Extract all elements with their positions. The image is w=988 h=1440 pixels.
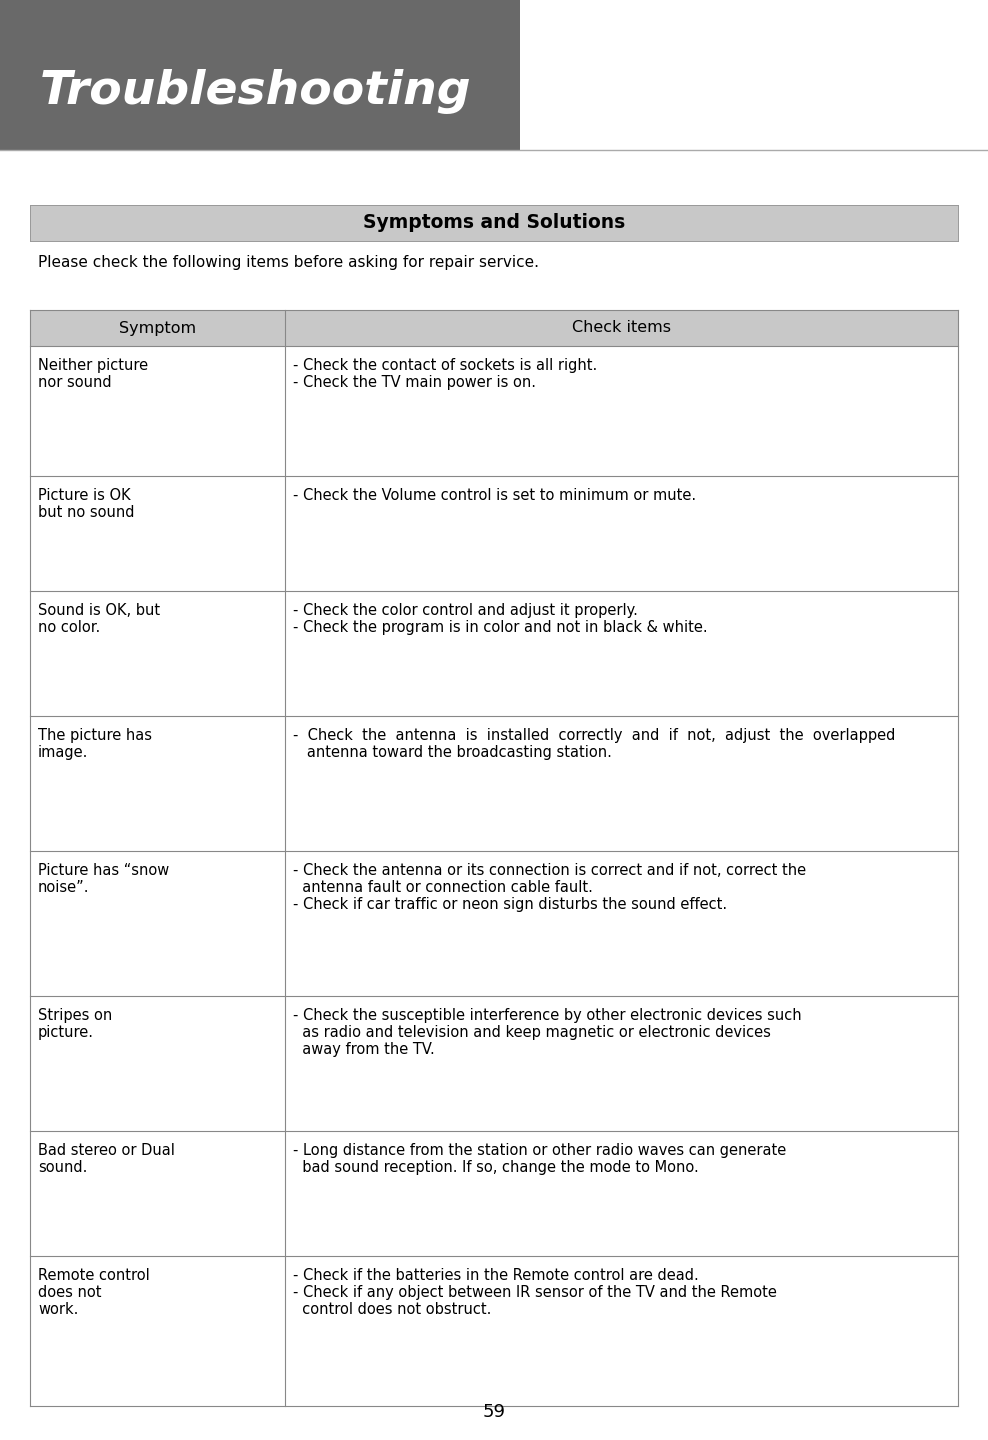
Text: Picture is OK: Picture is OK	[38, 488, 130, 503]
Text: Check items: Check items	[572, 321, 671, 336]
Text: - Check the color control and adjust it properly.: - Check the color control and adjust it …	[293, 603, 638, 618]
Text: Picture has “snow: Picture has “snow	[38, 863, 169, 878]
Text: as radio and television and keep magnetic or electronic devices: as radio and television and keep magneti…	[293, 1025, 771, 1040]
Text: - Check if car traffic or neon sign disturbs the sound effect.: - Check if car traffic or neon sign dist…	[293, 897, 727, 912]
Text: - Check the susceptible interference by other electronic devices such: - Check the susceptible interference by …	[293, 1008, 801, 1022]
Text: - Check the program is in color and not in black & white.: - Check the program is in color and not …	[293, 621, 707, 635]
Text: - Check if the batteries in the Remote control are dead.: - Check if the batteries in the Remote c…	[293, 1269, 699, 1283]
Text: no color.: no color.	[38, 621, 100, 635]
Text: Remote control: Remote control	[38, 1269, 150, 1283]
Text: control does not obstruct.: control does not obstruct.	[293, 1302, 491, 1318]
Text: Stripes on: Stripes on	[38, 1008, 113, 1022]
Text: - Check if any object between IR sensor of the TV and the Remote: - Check if any object between IR sensor …	[293, 1284, 777, 1300]
Bar	[30, 1256, 958, 1405]
Text: - Check the Volume control is set to minimum or mute.: - Check the Volume control is set to min…	[293, 488, 697, 503]
Text: image.: image.	[38, 744, 88, 760]
Text: antenna fault or connection cable fault.: antenna fault or connection cable fault.	[293, 880, 593, 896]
Text: does not: does not	[38, 1284, 102, 1300]
Text: Please check the following items before asking for repair service.: Please check the following items before …	[38, 255, 539, 269]
Text: -  Check  the  antenna  is  installed  correctly  and  if  not,  adjust  the  ov: - Check the antenna is installed correct…	[293, 729, 895, 743]
Text: sound.: sound.	[38, 1161, 87, 1175]
Text: Neither picture: Neither picture	[38, 359, 148, 373]
Bar	[30, 996, 958, 1130]
Bar	[30, 851, 958, 996]
Text: but no sound: but no sound	[38, 505, 134, 520]
Bar	[0, 0, 520, 150]
Text: antenna toward the broadcasting station.: antenna toward the broadcasting station.	[293, 744, 612, 760]
Text: noise”.: noise”.	[38, 880, 90, 896]
Text: - Long distance from the station or other radio waves can generate: - Long distance from the station or othe…	[293, 1143, 786, 1158]
Text: - Check the antenna or its connection is correct and if not, correct the: - Check the antenna or its connection is…	[293, 863, 806, 878]
Bar	[30, 204, 958, 240]
Text: 59: 59	[482, 1403, 506, 1421]
Text: Symptom: Symptom	[119, 321, 196, 336]
Bar	[30, 716, 958, 851]
Bar	[30, 346, 958, 477]
Text: The picture has: The picture has	[38, 729, 152, 743]
Text: picture.: picture.	[38, 1025, 94, 1040]
Bar	[30, 590, 958, 716]
Text: Bad stereo or Dual: Bad stereo or Dual	[38, 1143, 175, 1158]
Text: - Check the TV main power is on.: - Check the TV main power is on.	[293, 374, 536, 390]
Bar	[30, 1130, 958, 1256]
Text: Sound is OK, but: Sound is OK, but	[38, 603, 160, 618]
Text: away from the TV.: away from the TV.	[293, 1043, 435, 1057]
Text: work.: work.	[38, 1302, 78, 1318]
Bar	[30, 477, 958, 590]
Text: bad sound reception. If so, change the mode to Mono.: bad sound reception. If so, change the m…	[293, 1161, 699, 1175]
Text: - Check the contact of sockets is all right.: - Check the contact of sockets is all ri…	[293, 359, 598, 373]
Bar	[30, 310, 958, 346]
Text: Troubleshooting: Troubleshooting	[40, 69, 471, 115]
Text: Symptoms and Solutions: Symptoms and Solutions	[363, 213, 625, 232]
Text: nor sound: nor sound	[38, 374, 112, 390]
